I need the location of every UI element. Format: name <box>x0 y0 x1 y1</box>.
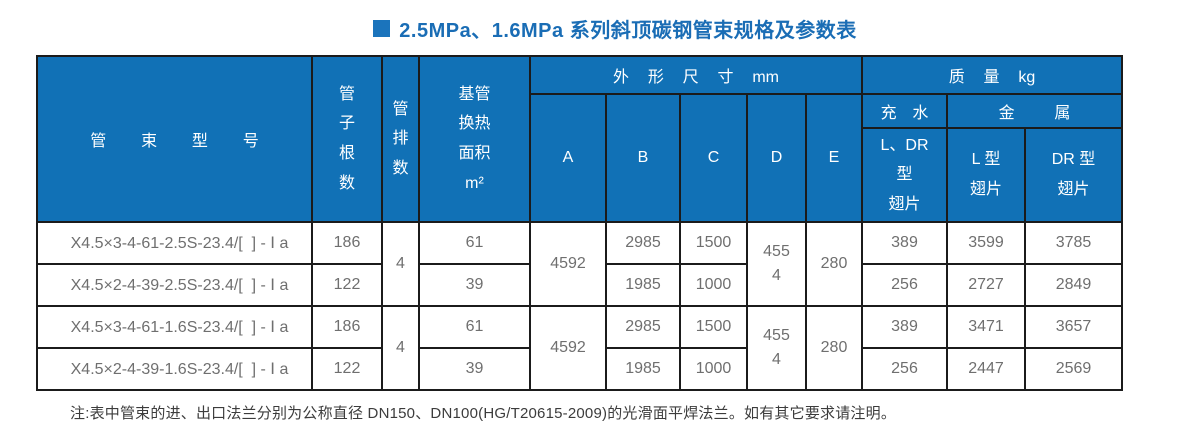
header-row-1: 管 束 型 号 管 子 根 数 管 排 数 基管 换热 面积 m² 外 形 尺 … <box>36 55 1123 223</box>
header-row-3: L、DR 型 翅片 L 型 翅片 DR 型 翅片 <box>37 127 1123 223</box>
header-l-fin: L 型 翅片 <box>946 127 1026 223</box>
cell-tube-count: 186 <box>311 221 383 265</box>
header-base-area: 基管 换热 面积 m² <box>418 55 531 223</box>
title-bullet-icon <box>373 20 391 37</box>
cell-base-area: 39 <box>418 263 531 307</box>
cell-dim-c: 1000 <box>679 263 748 307</box>
header-row-count: 管 排 数 <box>381 55 420 223</box>
header-metal: 金 属 <box>946 93 1123 129</box>
header-dim-d: D <box>746 93 807 223</box>
cell-dim-b: 2985 <box>605 305 681 349</box>
cell-dim-d: 4554 <box>746 221 807 307</box>
cell-l-fin-mass: 2447 <box>946 347 1026 391</box>
cell-dr-fin-mass: 3657 <box>1024 305 1123 349</box>
cell-dim-a: 4592 <box>529 221 607 307</box>
header-water: 充 水 <box>861 93 948 129</box>
cell-base-area: 61 <box>418 221 531 265</box>
cell-dim-d-value: 4554 <box>763 327 790 368</box>
cell-dim-c: 1000 <box>679 347 748 391</box>
cell-model: X4.5×3-4-61-1.6S-23.4/[ ] - Ⅰ a <box>36 305 313 349</box>
table-row: X4.5×3-4-61-1.6S-23.4/[ ] - Ⅰ a 186 4 61… <box>36 305 1123 391</box>
cell-base-area: 61 <box>418 305 531 349</box>
cell-dim-e: 280 <box>805 305 863 391</box>
header-dr-fin: DR 型 翅片 <box>1024 127 1123 223</box>
cell-l-fin-mass: 2727 <box>946 263 1026 307</box>
header-dim-e: E <box>805 93 863 223</box>
cell-dim-e: 280 <box>805 221 863 307</box>
cell-row-count: 4 <box>381 221 420 307</box>
cell-base-area: 39 <box>418 347 531 391</box>
cell-dim-d-value: 4554 <box>763 243 790 284</box>
header-mass-group: 质 量 kg <box>861 55 1123 95</box>
cell-dr-fin-mass: 2849 <box>1024 263 1123 307</box>
cell-dr-fin-mass: 3785 <box>1024 221 1123 265</box>
header-dim-a: A <box>529 93 607 223</box>
cell-model: X4.5×2-4-39-1.6S-23.4/[ ] - Ⅰ a <box>36 347 313 391</box>
cell-dim-b: 1985 <box>605 263 681 307</box>
table-row: X4.5×2-4-39-1.6S-23.4/[ ] - Ⅰ a 122 39 1… <box>36 347 1123 391</box>
cell-water-mass: 256 <box>861 347 948 391</box>
table-row: X4.5×3-4-61-2.5S-23.4/[ ] - Ⅰ a 186 4 61… <box>36 221 1123 307</box>
header-tube-count: 管 子 根 数 <box>311 55 383 223</box>
header-model: 管 束 型 号 <box>36 55 313 223</box>
header-dim-c: C <box>679 93 748 223</box>
cell-tube-count: 122 <box>311 347 383 391</box>
header-row-2: A B C D E 充 水 金 属 <box>37 93 1123 223</box>
cell-dim-c: 1500 <box>679 305 748 349</box>
cell-dim-b: 1985 <box>605 347 681 391</box>
cell-l-fin-mass: 3599 <box>946 221 1026 265</box>
spec-table: 管 束 型 号 管 子 根 数 管 排 数 基管 换热 面积 m² 外 形 尺 … <box>36 55 1123 391</box>
cell-water-mass: 389 <box>861 221 948 265</box>
cell-l-fin-mass: 3471 <box>946 305 1026 349</box>
cell-water-mass: 256 <box>861 263 948 307</box>
cell-model: X4.5×2-4-39-2.5S-23.4/[ ] - Ⅰ a <box>36 263 313 307</box>
cell-dim-d: 4554 <box>746 305 807 391</box>
cell-row-count: 4 <box>381 305 420 391</box>
page-title: 2.5MPa、1.6MPa 系列斜顶碳钢管束规格及参数表 <box>15 14 1200 43</box>
table-row: X4.5×2-4-39-2.5S-23.4/[ ] - Ⅰ a 122 39 1… <box>36 263 1123 307</box>
cell-dim-b: 2985 <box>605 221 681 265</box>
cell-dim-a: 4592 <box>529 305 607 391</box>
cell-tube-count: 122 <box>311 263 383 307</box>
cell-tube-count: 186 <box>311 305 383 349</box>
header-water-fin: L、DR 型 翅片 <box>861 127 948 223</box>
header-dimensions-group: 外 形 尺 寸 mm <box>529 55 863 95</box>
header-dim-b: B <box>605 93 681 223</box>
cell-water-mass: 389 <box>861 305 948 349</box>
cell-dim-c: 1500 <box>679 221 748 265</box>
page-title-text: 2.5MPa、1.6MPa 系列斜顶碳钢管束规格及参数表 <box>399 20 857 42</box>
cell-dr-fin-mass: 2569 <box>1024 347 1123 391</box>
footnote: 注:表中管束的进、出口法兰分别为公称直径 DN150、DN100(HG/T206… <box>70 405 897 422</box>
cell-model: X4.5×3-4-61-2.5S-23.4/[ ] - Ⅰ a <box>36 221 313 265</box>
